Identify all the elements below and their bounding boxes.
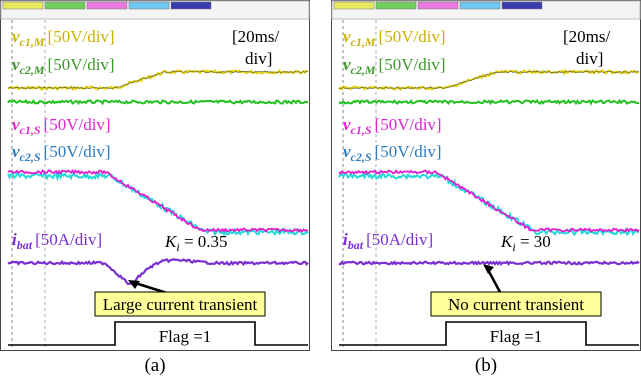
channel-tab: [3, 2, 43, 9]
signal-scale: [50V/div]: [44, 142, 111, 161]
signal-scale: [50V/div]: [48, 55, 115, 74]
channel-tab: [418, 2, 458, 9]
gain-value: = 0.35: [180, 232, 228, 251]
callout-text: No current transient: [448, 295, 584, 314]
time-division-line: div]: [245, 49, 272, 68]
signal-scale: [50V/div]: [375, 115, 442, 134]
signal-subscript: c2,M: [20, 63, 45, 77]
figure: vc1,M[50V/div]vc2,M[50V/div]vc1,S[50V/di…: [0, 0, 641, 376]
channel-tab: [45, 2, 85, 9]
time-division-line: [20ms/: [232, 27, 280, 46]
signal-scale: [50A/div]: [35, 230, 102, 249]
scope-panel: vc1,M[50V/div]vc2,M[50V/div]vc1,S[50V/di…: [332, 1, 641, 376]
signal-scale: [50V/div]: [375, 142, 442, 161]
signal-subscript: c2,M: [351, 63, 376, 77]
channel-tab: [87, 2, 127, 9]
scope-panel: vc1,M[50V/div]vc2,M[50V/div]vc1,S[50V/di…: [1, 1, 310, 376]
signal-subscript: c1,M: [20, 35, 45, 49]
channel-tab: [129, 2, 169, 9]
signal-subscript: c2,S: [20, 150, 41, 164]
signal-subscript: bat: [348, 238, 364, 252]
gain-value: = 30: [516, 232, 551, 251]
gain-label: Ki = 30: [500, 232, 551, 254]
flag-label: Flag =1: [159, 327, 212, 346]
channel-tab: [376, 2, 416, 9]
signal-subscript: c2,S: [351, 150, 372, 164]
time-division-line: div]: [576, 49, 603, 68]
panel-caption: (a): [144, 355, 165, 376]
channel-tab: [171, 2, 211, 9]
signal-subscript: c1,S: [351, 123, 372, 137]
signal-scale: [50V/div]: [379, 27, 446, 46]
channel-tab: [334, 2, 374, 9]
time-division-line: [20ms/: [563, 27, 611, 46]
signal-scale: [50V/div]: [44, 115, 111, 134]
signal-subscript: c1,M: [351, 35, 376, 49]
callout-text: Large current transient: [103, 295, 258, 314]
signal-scale: [50V/div]: [48, 27, 115, 46]
signal-subscript: bat: [17, 238, 33, 252]
channel-tab: [502, 2, 542, 9]
panel-caption: (b): [475, 355, 497, 376]
signal-subscript: c1,S: [20, 123, 41, 137]
signal-scale: [50V/div]: [379, 55, 446, 74]
gain-label: Ki = 0.35: [164, 232, 228, 254]
channel-tab: [460, 2, 500, 9]
flag-label: Flag =1: [490, 327, 543, 346]
signal-scale: [50A/div]: [366, 230, 433, 249]
